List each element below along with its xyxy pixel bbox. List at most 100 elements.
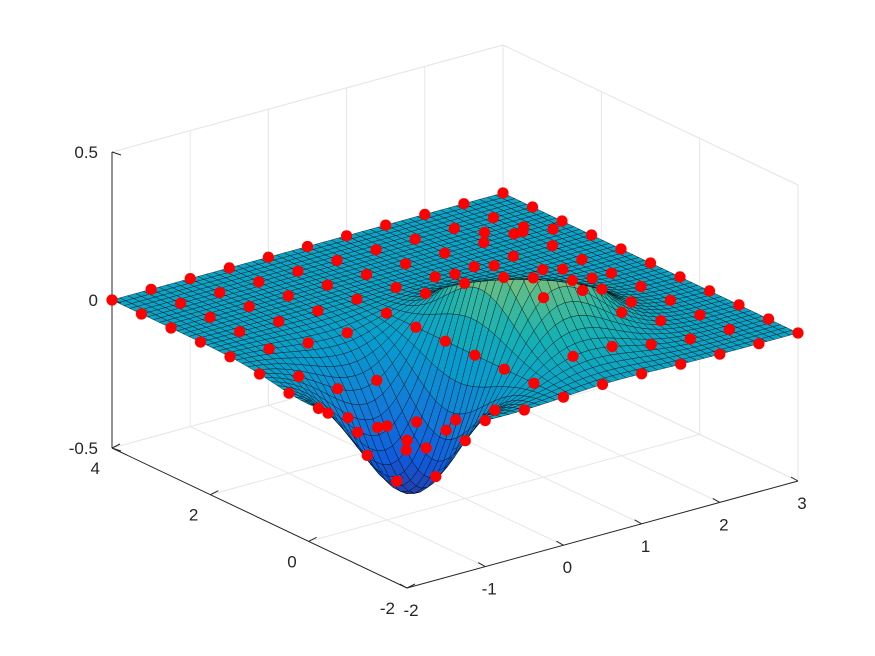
z-tick-label: -0.5: [69, 439, 98, 458]
scatter-point: [371, 421, 384, 434]
scatter-point: [283, 387, 295, 399]
scatter-point: [361, 449, 373, 461]
scatter-point: [567, 350, 579, 362]
scatter-point: [194, 336, 207, 348]
x-tick-mark: [477, 562, 486, 568]
scatter-point: [145, 283, 157, 295]
scatter-point: [694, 309, 706, 321]
scatter-point: [527, 272, 539, 284]
z-tick-label: 0.5: [74, 143, 98, 162]
scatter-point: [420, 442, 432, 454]
scatter-point: [411, 416, 423, 428]
scatter-point: [596, 283, 608, 295]
scatter-point: [674, 271, 686, 283]
x-axis-line: [406, 480, 799, 589]
x-tick-mark: [556, 540, 564, 546]
scatter-point: [450, 414, 462, 426]
floor-gridline-y: [308, 433, 700, 542]
scatter-point: [448, 222, 460, 234]
scatter-point: [703, 285, 716, 297]
scatter-point: [675, 358, 687, 370]
scatter-point: [273, 315, 285, 328]
floor-gridline-x: [189, 426, 486, 568]
box-edge-top-back: [111, 44, 504, 153]
scatter-point: [792, 327, 804, 339]
z-tick-mark: [111, 151, 122, 156]
scatter-point: [636, 368, 648, 380]
scatter-point: [605, 267, 618, 279]
scatter-point: [606, 340, 618, 353]
x-tick-label: 1: [641, 537, 650, 556]
scatter-point: [262, 251, 274, 263]
scatter-point: [106, 294, 118, 306]
x-tick-mark: [790, 476, 799, 482]
scatter-point: [401, 434, 413, 446]
scatter-point: [566, 274, 578, 286]
scatter-point: [498, 271, 510, 284]
scatter-point: [556, 215, 568, 227]
scatter-point: [342, 412, 354, 424]
scatter-point: [419, 288, 432, 300]
scatter-point: [429, 271, 441, 283]
y-tick-mark: [406, 583, 416, 589]
scatter-point: [430, 471, 442, 483]
scatter-point: [723, 323, 736, 336]
scatter-point: [478, 226, 491, 238]
scatter-point: [322, 407, 334, 419]
scatter-point: [616, 306, 628, 318]
scatter-point: [576, 254, 588, 266]
scatter-point: [243, 301, 255, 313]
scatter-point: [733, 299, 745, 311]
scatter-point: [371, 374, 383, 386]
scatter-point: [546, 240, 559, 252]
y-tick-label: 4: [91, 459, 100, 478]
scatter-point: [400, 444, 412, 456]
scatter-point: [253, 276, 265, 288]
y-tick-label: 0: [287, 552, 296, 571]
scatter-point: [645, 338, 657, 351]
scatter-point: [487, 212, 499, 224]
scatter-point: [253, 368, 266, 380]
scatter-point: [223, 262, 235, 274]
scatter-point: [488, 260, 500, 272]
scatter-point: [518, 404, 530, 416]
scatter-point: [714, 348, 726, 360]
y-tick-label: 2: [189, 506, 198, 525]
scatter-point: [596, 378, 609, 390]
scatter-point: [449, 268, 461, 280]
x-tick-mark: [399, 583, 408, 589]
scatter-point: [380, 219, 392, 231]
y-axis-line: [111, 447, 408, 589]
scatter-point: [419, 208, 431, 220]
y-tick-label: -2: [380, 599, 395, 618]
scatter-point: [234, 326, 246, 338]
scatter-point: [440, 424, 452, 436]
x-tick-label: 0: [563, 558, 572, 577]
scatter-point: [380, 307, 392, 319]
surface-layer: [111, 192, 799, 494]
z-tick-label: 0: [89, 291, 98, 310]
scatter-point: [135, 308, 148, 320]
scatter-point: [409, 233, 421, 245]
scatter-point: [684, 333, 696, 345]
scatter-point: [489, 404, 501, 416]
scatter-point: [498, 363, 510, 375]
y-tick-mark: [308, 536, 317, 542]
scatter-point: [282, 290, 294, 302]
scatter-point: [391, 475, 403, 487]
scatter-point: [585, 229, 598, 241]
scatter-point: [352, 426, 364, 438]
scatter-point: [204, 311, 216, 323]
scatter-point: [458, 198, 470, 210]
scatter-point: [753, 338, 765, 350]
x-tick-label: 2: [719, 515, 728, 534]
scatter-point: [547, 223, 559, 235]
scatter-point: [537, 292, 550, 304]
scatter-point: [526, 201, 539, 213]
scatter-point: [341, 327, 353, 339]
tick-label-layer: -2 -1 0 1 2 3 -2 0 2 4-0.5 0 0.5: [69, 143, 807, 620]
x-tick-label: 3: [797, 494, 806, 513]
scatter-point: [321, 279, 333, 291]
scatter-point: [586, 272, 598, 284]
